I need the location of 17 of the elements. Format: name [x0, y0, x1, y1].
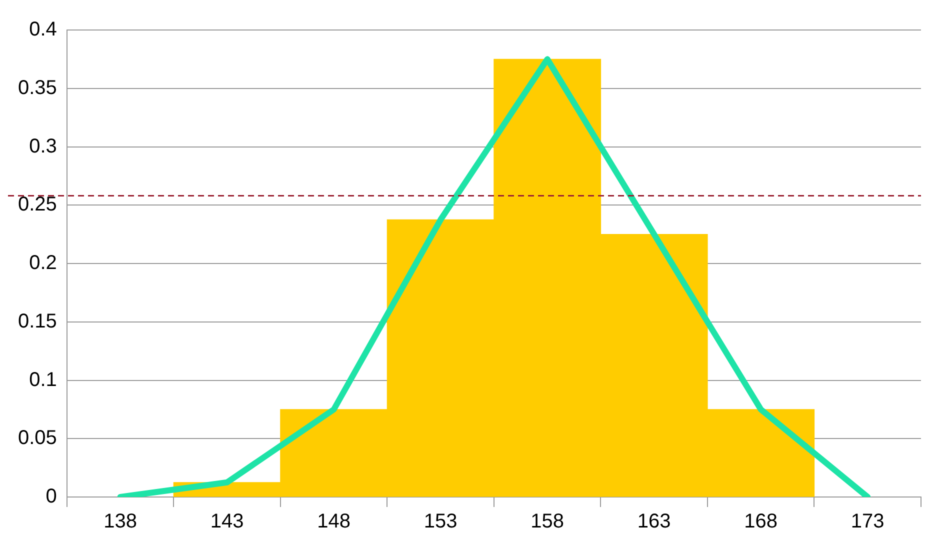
y-tick-label: 0.4	[29, 18, 57, 41]
y-tick-label: 0.1	[29, 368, 57, 391]
y-tick-label: 0	[46, 486, 57, 508]
x-tick-label: 153	[424, 510, 458, 533]
x-tick-label: 158	[530, 510, 564, 533]
x-tick-label: 173	[850, 510, 884, 533]
x-tick-label: 168	[744, 510, 778, 533]
x-tick-label: 138	[104, 510, 137, 533]
y-tick-label: 0.2	[29, 252, 57, 274]
y-tick-label: 0.25	[18, 194, 57, 216]
y-tick-label: 0.15	[18, 310, 57, 332]
y-tick-label: 0.3	[29, 135, 57, 158]
y-tick-label: 0.35	[18, 76, 57, 99]
x-tick-label: 163	[637, 510, 671, 533]
x-tick-label: 143	[210, 510, 244, 533]
x-tick-label: 148	[317, 510, 351, 533]
y-tick-label: 0.05	[18, 427, 57, 450]
